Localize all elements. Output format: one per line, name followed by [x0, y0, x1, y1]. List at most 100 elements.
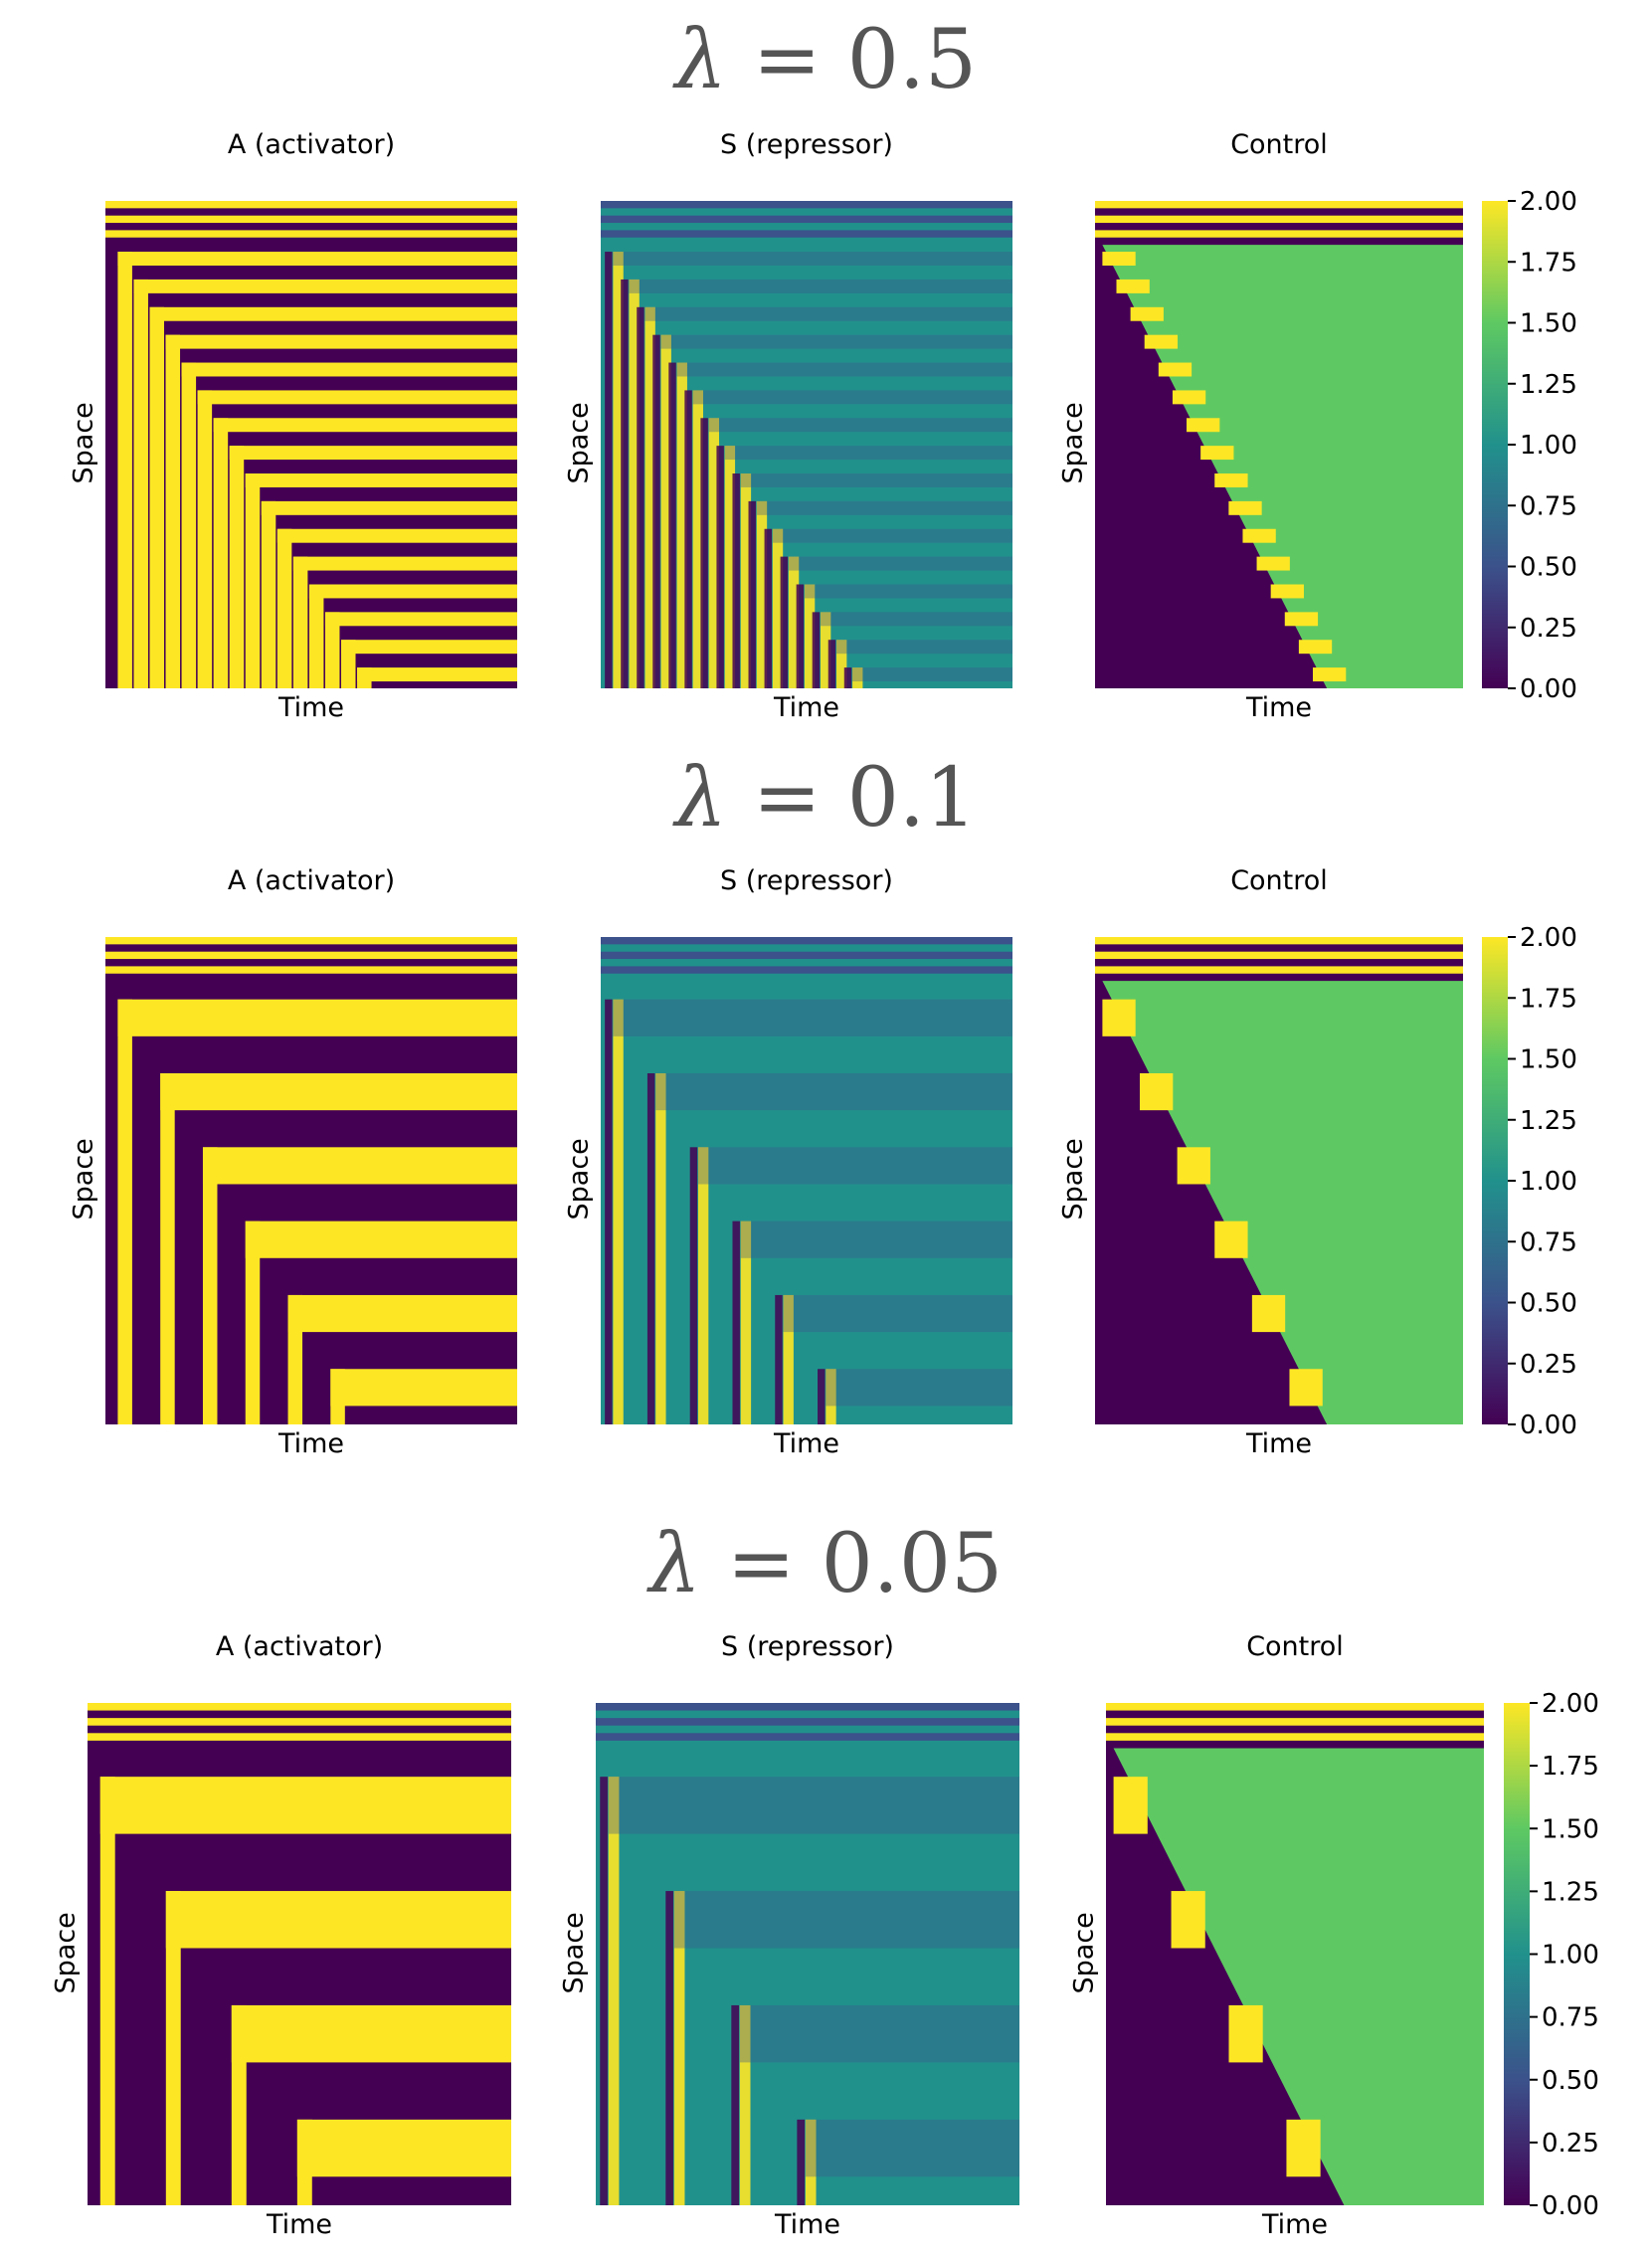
activator-stripe [133, 279, 517, 293]
control-peak [1144, 334, 1179, 349]
activator-front [117, 999, 132, 1424]
repressor-trough [652, 334, 660, 688]
repressor-stripe [692, 390, 1012, 405]
header-band [88, 1733, 511, 1741]
activator-stripe [357, 667, 517, 682]
colorbar-tick-label: 0.00 [1520, 674, 1577, 704]
control-peak [1312, 667, 1347, 682]
repressor-stripe [740, 1221, 1012, 1258]
panel-title: A (activator) [215, 1631, 384, 1662]
activator-front [229, 446, 245, 688]
activator-stripe [160, 1072, 517, 1111]
repressor-front [655, 1072, 666, 1424]
activator-front [165, 1891, 181, 2205]
repressor-front [613, 999, 624, 1424]
activator-front [133, 279, 148, 688]
repressor-front [820, 612, 831, 688]
repressor-stripe [629, 279, 1012, 293]
heatmap-C [1095, 937, 1463, 1424]
colorbar-tick-label: 0.00 [1520, 1411, 1577, 1440]
control-peak [1200, 446, 1234, 461]
y-axis-label: Space [1057, 1138, 1089, 1221]
y-axis-label: Space [558, 1911, 590, 1993]
heatmap-C [1095, 201, 1463, 688]
control-region [1102, 245, 1463, 688]
repressor-trough [827, 640, 836, 688]
activator-front [308, 584, 324, 688]
header-band [1106, 1733, 1484, 1741]
activator-front [261, 500, 276, 688]
repressor-trough [700, 418, 708, 688]
colorbar-tick-label: 1.50 [1520, 309, 1577, 339]
x-axis-label: Time [773, 692, 840, 723]
repressor-trough [775, 1294, 783, 1424]
repressor-stripe [739, 2004, 1019, 2063]
activator-stripe [276, 528, 517, 543]
colorbar-gradient [1482, 201, 1508, 688]
lambda-title: λ = 0.05 [0, 1524, 1652, 1605]
activator-front [165, 334, 181, 688]
x-axis-label: Time [774, 2209, 841, 2240]
colorbar-tick-label: 1.75 [1520, 248, 1577, 278]
repressor-front [692, 390, 703, 688]
colorbar-tick-label: 0.50 [1520, 553, 1577, 583]
lambda-value: = 0.5 [726, 13, 978, 107]
repressor-trough [665, 1891, 673, 2205]
control-peak [1284, 612, 1319, 627]
repressor-trough [646, 1072, 655, 1424]
activator-front [160, 1072, 175, 1424]
header-band [1095, 951, 1463, 960]
colorbar-tick-label: 1.00 [1520, 1167, 1577, 1197]
repressor-trough [732, 1221, 740, 1424]
panel-title: S (repressor) [721, 1631, 894, 1662]
activator-stripe [330, 1369, 517, 1407]
repressor-trough [600, 1777, 608, 2205]
activator-front [197, 390, 213, 688]
colorbar-tick-label: 1.75 [1542, 1752, 1599, 1782]
repressor-stripe [756, 500, 1012, 515]
y-axis-label: Space [563, 1138, 595, 1221]
control-peak [1177, 1147, 1210, 1185]
repressor-front [783, 1294, 794, 1424]
heatmap-S [601, 937, 1012, 1424]
repressor-stripe [613, 252, 1012, 267]
control-peak [1187, 418, 1220, 433]
repressor-trough [748, 500, 756, 688]
control-peak [1286, 2119, 1321, 2177]
repressor-stripe [724, 446, 1012, 461]
activator-front [276, 528, 292, 688]
control-peak [1242, 528, 1276, 543]
repressor-trough [689, 1147, 698, 1424]
repressor-trough [818, 1369, 826, 1424]
activator-stripe [165, 1891, 511, 1949]
control-peak [1214, 1221, 1248, 1258]
lambda-symbol: λ [674, 751, 727, 846]
activator-front [181, 362, 197, 688]
activator-stripe [181, 362, 517, 377]
lambda-title: λ = 0.5 [0, 20, 1652, 101]
x-axis-label: Time [1245, 1428, 1313, 1459]
header-band [1095, 230, 1463, 238]
repressor-trough [797, 2119, 806, 2205]
y-axis-label: Space [563, 402, 595, 484]
y-axis-label: Space [68, 402, 99, 484]
x-axis-label: Time [266, 2209, 333, 2240]
colorbar-tick-label: 2.00 [1542, 1689, 1599, 1719]
colorbar-gradient [1482, 937, 1508, 1424]
repressor-front [852, 667, 863, 688]
colorbar-tick-label: 1.25 [1520, 370, 1577, 400]
panel-title: Control [1230, 129, 1328, 160]
repressor-stripe [697, 1147, 1012, 1185]
x-axis-label: Time [277, 692, 345, 723]
control-peak [1270, 584, 1304, 599]
panel-title: S (repressor) [720, 865, 893, 896]
activator-stripe [296, 2119, 511, 2177]
repressor-front [836, 640, 847, 688]
colorbar-tick-label: 2.00 [1520, 923, 1577, 953]
repressor-front [805, 2119, 817, 2205]
activator-stripe [245, 473, 517, 487]
repressor-trough [812, 612, 821, 688]
control-peak [1116, 279, 1150, 293]
control-peak [1228, 2004, 1263, 2063]
control-peak [1171, 1891, 1205, 1949]
